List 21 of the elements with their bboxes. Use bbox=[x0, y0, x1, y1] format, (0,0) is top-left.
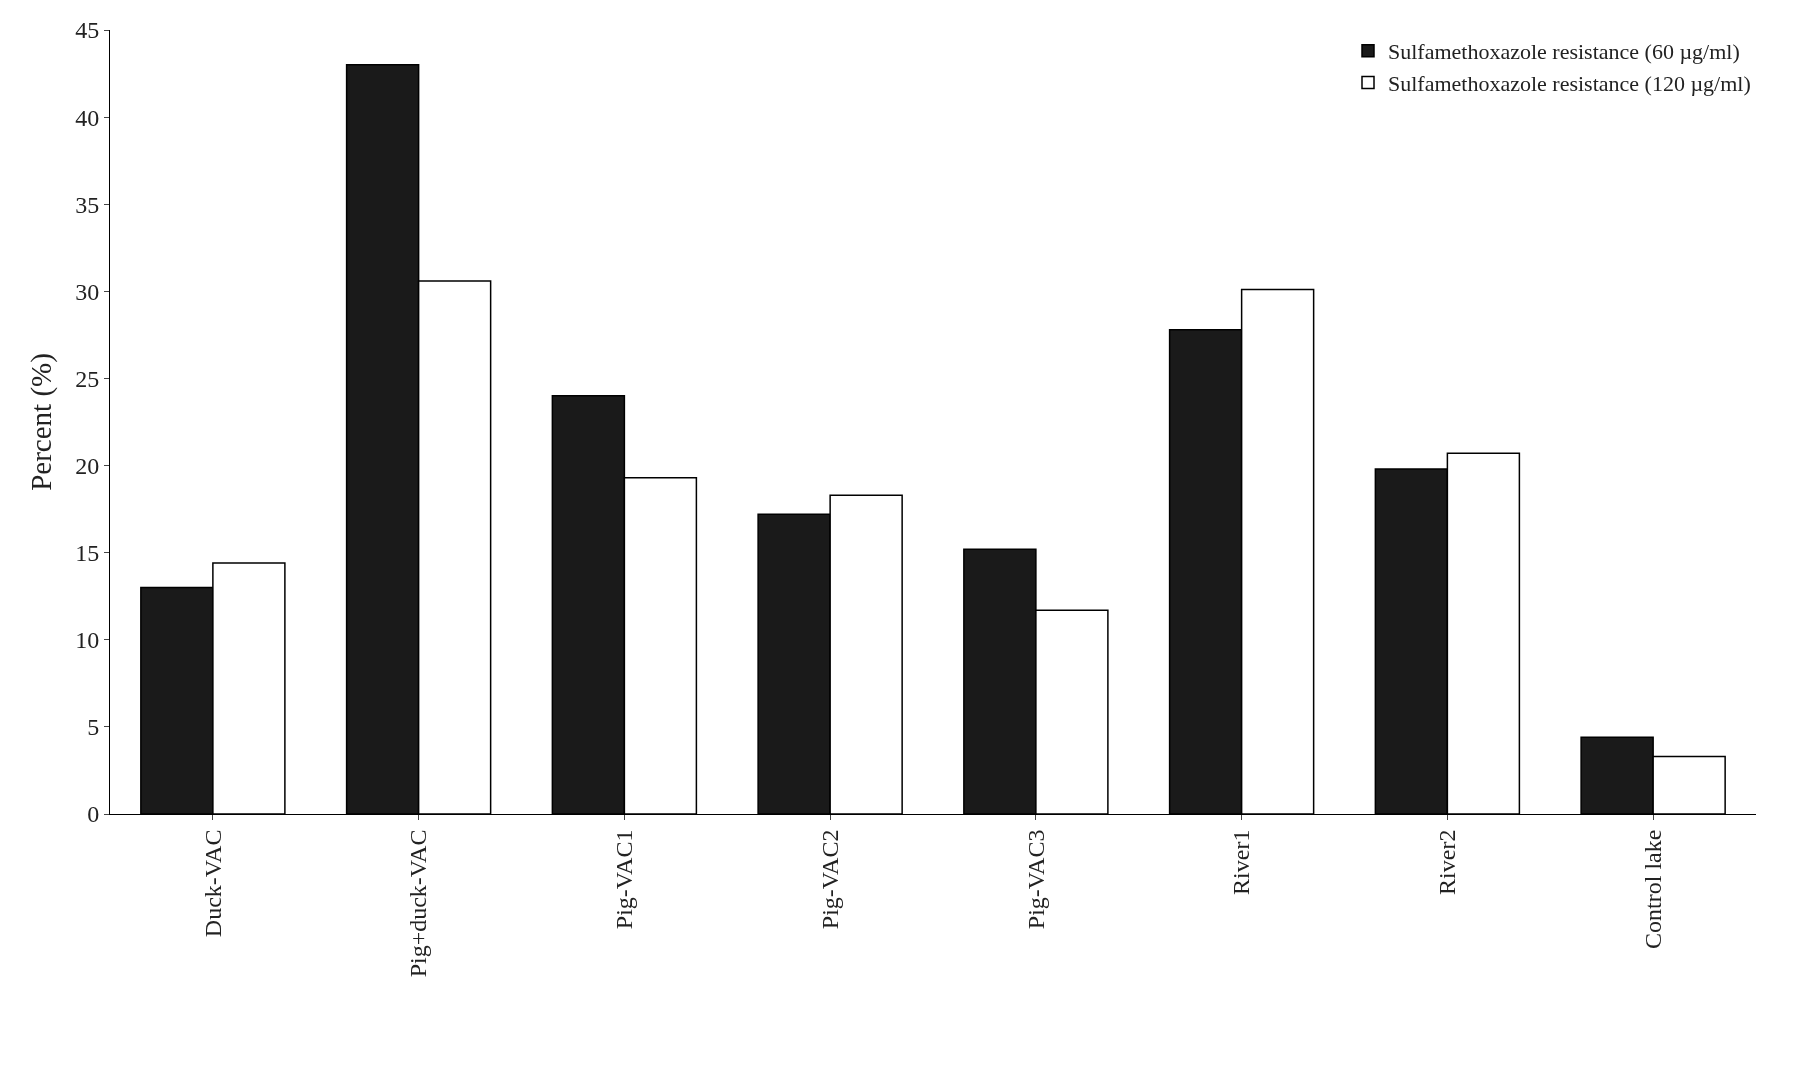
legend-label: Sulfamethoxazole resistance (60 µg/ml) bbox=[1388, 39, 1740, 65]
y-tick-label: 5 bbox=[87, 714, 100, 741]
legend-label: Sulfamethoxazole resistance (120 µg/ml) bbox=[1388, 70, 1751, 96]
y-tick-label: 40 bbox=[75, 104, 100, 131]
y-tick-label: 45 bbox=[75, 17, 100, 44]
y-tick-label: 10 bbox=[75, 627, 100, 654]
x-tick-label: Control lake bbox=[1639, 829, 1666, 949]
y-tick-label: 0 bbox=[87, 801, 100, 828]
x-tick-label: Pig-VAC2 bbox=[816, 829, 843, 930]
y-tick-label: 25 bbox=[75, 365, 100, 392]
y-tick-label: 20 bbox=[75, 452, 100, 479]
x-tick-label: Pig+duck-VAC bbox=[405, 829, 432, 978]
x-tick-label: Duck-VAC bbox=[199, 829, 226, 938]
x-tick-label: Pig-VAC3 bbox=[1022, 829, 1049, 930]
y-tick-label: 30 bbox=[75, 278, 100, 305]
y-axis-title: Percent (%) bbox=[24, 353, 58, 491]
x-tick-label: Pig-VAC1 bbox=[611, 829, 638, 930]
x-tick-label: River1 bbox=[1228, 829, 1255, 895]
x-tick-label: River2 bbox=[1434, 829, 1461, 895]
y-tick-label: 15 bbox=[75, 540, 100, 567]
y-tick-label: 35 bbox=[75, 191, 100, 218]
